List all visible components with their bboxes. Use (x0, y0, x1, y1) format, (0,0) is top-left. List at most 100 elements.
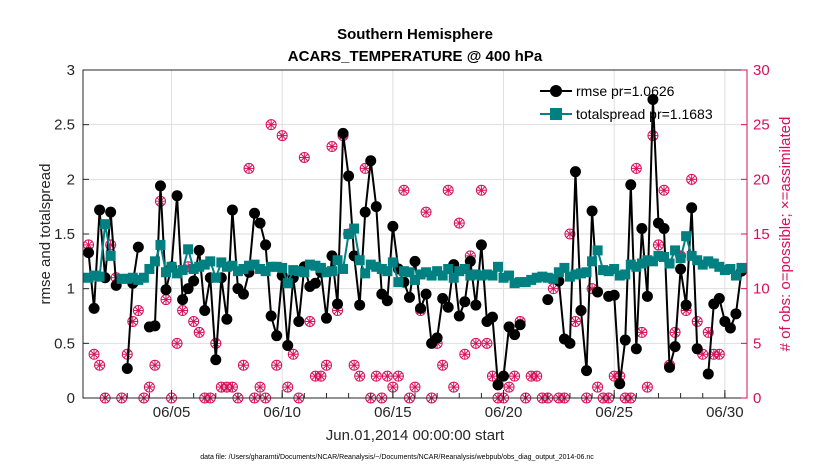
data-point (730, 308, 742, 320)
data-point (89, 270, 100, 281)
data-point (381, 295, 393, 307)
data-point (509, 278, 520, 289)
data-point (459, 263, 470, 274)
data-point (675, 263, 687, 275)
data-point (304, 259, 315, 270)
y-right-tick-label: 15 (753, 226, 770, 243)
data-point (271, 261, 282, 272)
data-point (265, 310, 277, 322)
data-point (94, 271, 105, 282)
data-point (498, 272, 509, 283)
x-tick-label: 06/05 (153, 404, 191, 421)
data-point (327, 266, 337, 277)
obs-count-marker (149, 359, 161, 371)
y-axis-right: 0 5 10 15 20 25 30 (741, 62, 770, 407)
data-point (277, 262, 288, 273)
data-point (376, 263, 387, 274)
data-point (249, 259, 260, 270)
obs-count-marker (348, 359, 360, 371)
data-point (614, 378, 626, 390)
obs-count-marker (592, 381, 604, 393)
obs-count-marker (437, 359, 449, 371)
data-point (592, 286, 604, 298)
obs-count-marker (398, 184, 410, 196)
y-right-tick-label: 30 (753, 62, 770, 79)
data-point (703, 256, 714, 267)
data-point (603, 266, 614, 277)
data-point (166, 261, 177, 272)
y-tick-label: 1.5 (54, 226, 75, 243)
obs-count-marker (94, 359, 106, 371)
data-point (575, 305, 587, 317)
data-point (515, 277, 526, 288)
data-point (459, 296, 471, 308)
data-point (675, 253, 686, 264)
data-point (255, 263, 266, 274)
obs-count-marker (304, 315, 316, 327)
data-point (437, 293, 449, 305)
legend-item: totalspread pr=1.1683 (540, 106, 713, 122)
data-point (702, 368, 714, 380)
data-point (310, 260, 321, 271)
data-point (697, 259, 708, 270)
data-point (354, 255, 365, 266)
data-point (680, 299, 692, 311)
x-tick-label: 06/30 (706, 404, 744, 421)
data-point (620, 269, 631, 280)
data-point (349, 223, 360, 234)
data-point (432, 266, 443, 277)
data-point (227, 260, 238, 271)
data-point (127, 272, 138, 283)
obs-count-marker (448, 381, 460, 393)
data-point (598, 265, 609, 276)
data-point (205, 256, 216, 267)
data-point (237, 288, 249, 300)
obs-count-marker (564, 228, 576, 240)
obs-count-marker (88, 348, 100, 360)
data-point (199, 305, 211, 317)
data-point (581, 267, 592, 278)
obs-count-marker (381, 370, 393, 382)
data-point (122, 273, 133, 284)
data-point (713, 293, 725, 305)
data-point (83, 272, 94, 283)
legend-label: totalspread pr=1.1683 (576, 106, 713, 122)
data-point (393, 277, 404, 288)
data-point (553, 267, 564, 278)
y-tick-label: 2.5 (54, 117, 75, 134)
data-point (293, 315, 305, 327)
data-point (183, 244, 194, 255)
data-point (94, 204, 106, 216)
data-point (403, 291, 415, 303)
obs-count-marker (320, 359, 332, 371)
data-point (531, 272, 542, 283)
data-point (514, 319, 526, 331)
data-point (365, 155, 377, 167)
data-point (282, 278, 293, 289)
data-point (409, 255, 421, 267)
data-point (636, 258, 647, 269)
data-point (415, 269, 426, 280)
data-point (453, 310, 465, 322)
data-file-footnote: data file: /Users/gharamti/Documents/NCA… (200, 454, 594, 461)
obs-count-marker (713, 348, 725, 360)
data-point (149, 320, 161, 332)
data-point (177, 294, 189, 306)
obs-count-marker (143, 381, 155, 393)
data-point (193, 244, 205, 256)
data-point (630, 343, 642, 355)
data-point (548, 273, 559, 284)
data-point (105, 250, 116, 261)
data-point (470, 299, 482, 311)
data-point (221, 313, 233, 325)
data-point (437, 270, 448, 281)
y-tick-label: 0 (67, 390, 75, 407)
legend-swatch-marker (550, 85, 562, 97)
data-point (669, 341, 681, 353)
data-point (686, 250, 697, 261)
data-point (387, 220, 399, 232)
data-point (244, 260, 254, 271)
data-point (442, 301, 454, 313)
data-point (625, 259, 636, 270)
